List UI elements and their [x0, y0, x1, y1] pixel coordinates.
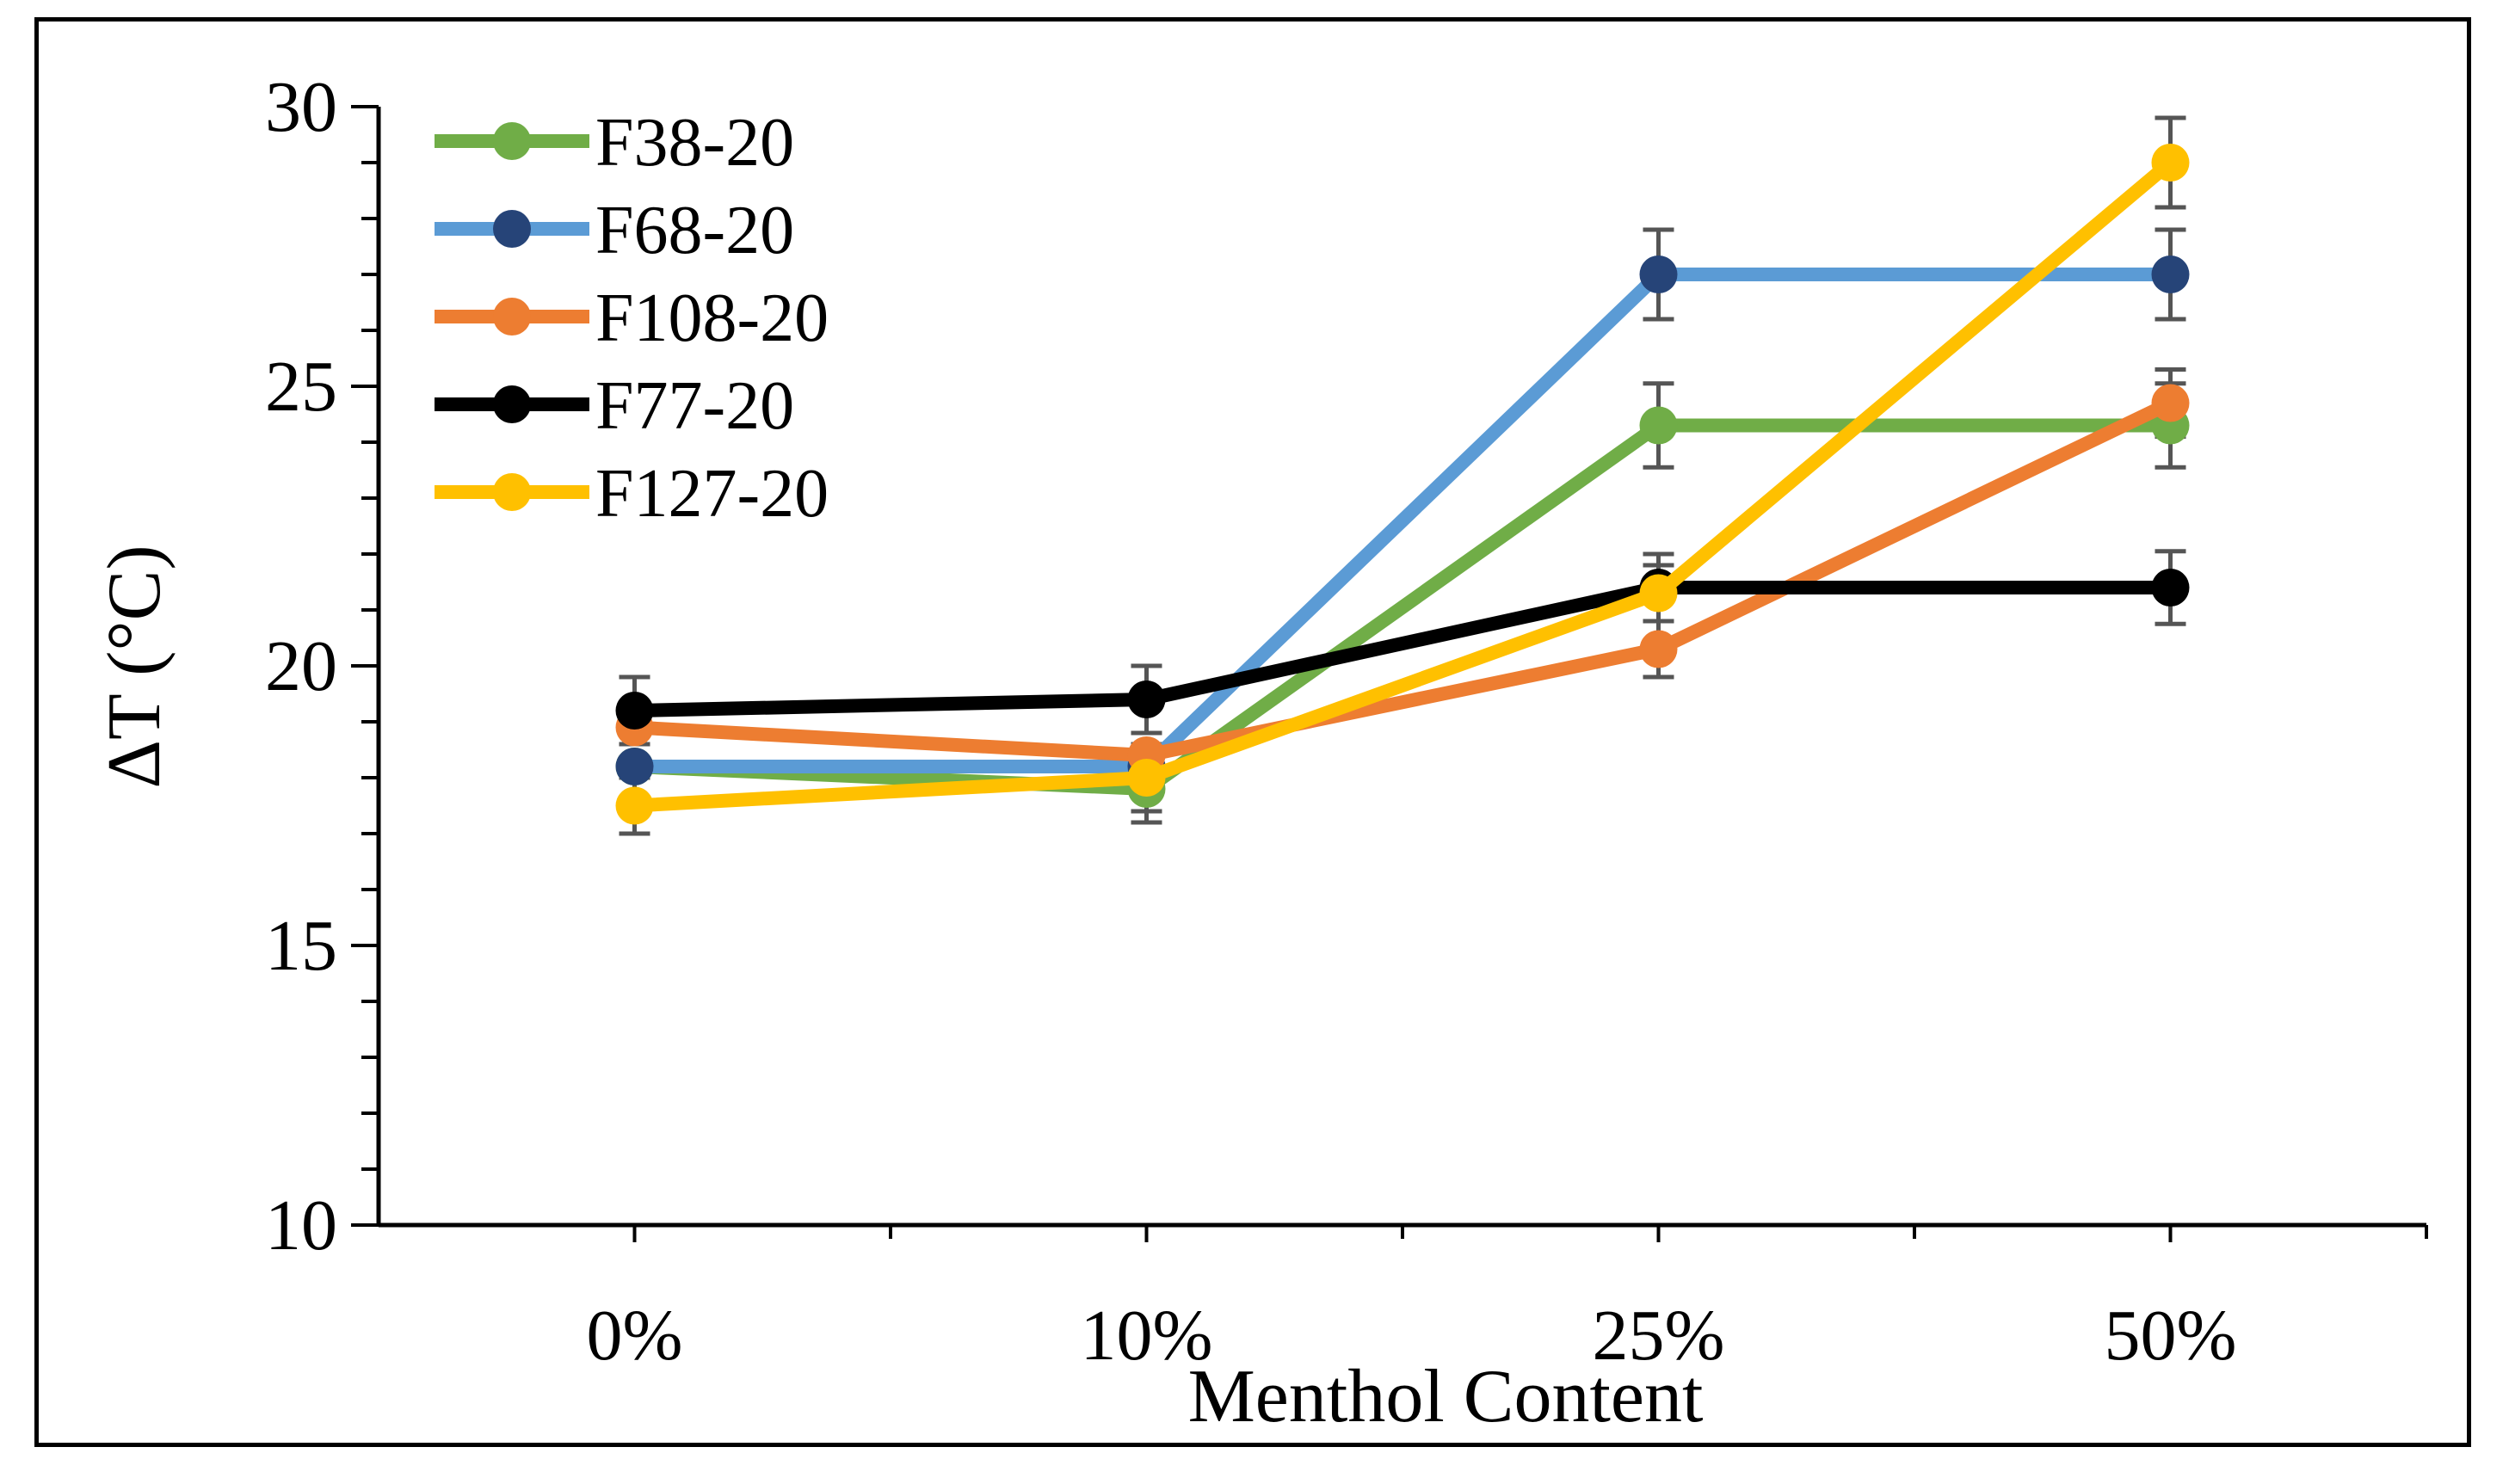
data-point	[1639, 574, 1678, 613]
series-line	[634, 157, 2175, 813]
legend-marker	[493, 473, 531, 511]
y-tick-label: 20	[265, 626, 337, 706]
data-point	[1127, 680, 1166, 718]
legend-marker	[493, 122, 531, 160]
x-tick-label: 10%	[1081, 1296, 1213, 1376]
legend-label: F77-20	[595, 368, 794, 444]
data-point	[615, 692, 654, 730]
series-line	[634, 397, 2173, 762]
legend-label: F68-20	[595, 193, 794, 268]
series-line	[634, 418, 2171, 796]
legend-marker	[493, 385, 531, 423]
legend-label: F127-20	[595, 456, 829, 532]
axes: 10 15 20 25 30 0% 10% 25% 50%	[265, 67, 2428, 1376]
error-bars	[619, 115, 2186, 836]
data-point	[615, 786, 654, 825]
data-point	[1127, 759, 1166, 797]
y-tick-label: 30	[265, 67, 337, 147]
y-tick-label: 15	[265, 906, 337, 986]
data-point	[2151, 144, 2190, 182]
series-line	[634, 581, 2171, 717]
series-line	[634, 268, 2171, 773]
legend: F38-20 F68-20 F108-20 F77-20 F127-20	[435, 105, 829, 532]
y-tick-label: 25	[265, 347, 337, 427]
data-point	[2151, 384, 2190, 422]
legend-marker	[493, 210, 531, 248]
legend-label: F38-20	[595, 105, 794, 181]
data-point	[1639, 406, 1678, 445]
y-axis-title: ΔT (°C)	[93, 545, 176, 788]
data-point	[2151, 569, 2190, 607]
x-tick-label: 0%	[587, 1296, 683, 1376]
x-axis-title: Menthol Content	[1188, 1355, 1704, 1438]
data-point	[2151, 256, 2190, 293]
series-lines	[615, 144, 2190, 825]
y-tick-label: 10	[265, 1185, 337, 1265]
x-tick-label: 50%	[2105, 1296, 2237, 1376]
legend-marker	[493, 298, 531, 336]
data-point	[1639, 256, 1678, 293]
data-point	[615, 748, 654, 785]
x-tick-label: 25%	[1593, 1296, 1725, 1376]
legend-label: F108-20	[595, 280, 829, 356]
data-point	[1639, 630, 1678, 668]
